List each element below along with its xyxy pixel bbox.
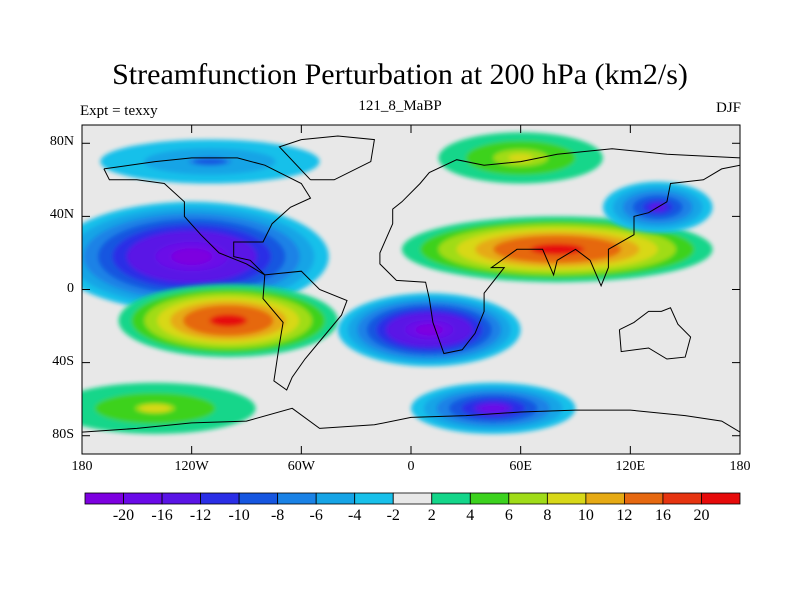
lon-tick-label: 180 [71,459,93,474]
field-high-southern-pacific [82,382,256,434]
field-low-southern-indian [411,382,576,434]
colorbar-swatch [392,492,433,505]
colorbar-label: 20 [693,507,710,524]
lon-tick-label: 120E [615,459,646,474]
colorbar-label: -6 [309,507,323,524]
colorbar-label: 16 [654,507,671,524]
colorbar-swatch [585,492,625,505]
field-low-south-atlantic [337,293,521,367]
case-label: 121_8_MaBP [358,98,442,114]
colorbar-swatch [315,492,356,505]
colorbar-swatch [701,492,741,505]
colorbar-label: 8 [543,507,552,524]
coastline-south-america [262,270,348,391]
coastline-australia [618,307,692,360]
colorbar-swatch [354,492,394,505]
lon-tick-label: 180 [729,459,751,474]
colorbar-label: -10 [228,507,250,524]
coastline-north-america [103,157,312,276]
colorbar-label: 4 [466,507,475,524]
field-high-south-pacific [118,284,338,358]
season-label: DJF [715,100,741,116]
lat-tick-label: 80S [52,426,74,442]
colorbar-label: 6 [504,507,513,524]
colorbar-swatch [123,492,163,505]
colorbar-swatch [161,492,201,505]
colorbar-label: -20 [112,507,135,524]
experiment-label: Expt = texxy [80,103,158,119]
lat-tick-label: 0 [67,280,74,296]
colorbar-label: -2 [386,507,400,524]
colorbar-label: -16 [151,507,173,524]
lat-tick-label: 40N [49,207,74,223]
colorbar-label: 12 [616,507,633,524]
coastline-eurasia-africa [379,148,740,355]
lon-tick-label: 60W [287,459,315,474]
lat-tick-label: 40S [52,353,74,369]
field-high-arctic-eurasia [438,132,603,184]
colorbar-swatch [431,492,471,505]
colorbar-label: 2 [427,507,436,524]
coastline-greenland [278,135,375,181]
colorbar-swatch [238,492,279,505]
colorbar-swatch [662,492,702,505]
colorbar-label: -8 [270,507,285,524]
lat-tick-label: 80N [49,134,74,150]
colorbar-swatch [624,492,664,505]
lon-tick-label: 60E [509,459,532,474]
colorbar-label: 10 [577,507,594,524]
field-low-north-pacific [82,201,329,312]
colorbar-swatch [277,492,317,505]
lon-tick-label: 120W [174,459,209,474]
colorbar-label: -4 [348,507,362,524]
colorbar-swatch [469,492,510,505]
field-low-arctic-america [100,139,320,184]
colorbar-swatch [508,492,548,505]
colorbar-swatch [84,492,124,505]
colorbar-swatch [546,492,587,505]
field-high-tropical-indian [401,216,713,283]
colorbar-label: -12 [189,507,212,524]
plot-title: Streamfunction Perturbation at 200 hPa (… [112,58,688,91]
colorbar-swatch [200,492,240,505]
lon-tick-label: 0 [407,459,415,474]
coastline-antarctica [82,407,740,433]
